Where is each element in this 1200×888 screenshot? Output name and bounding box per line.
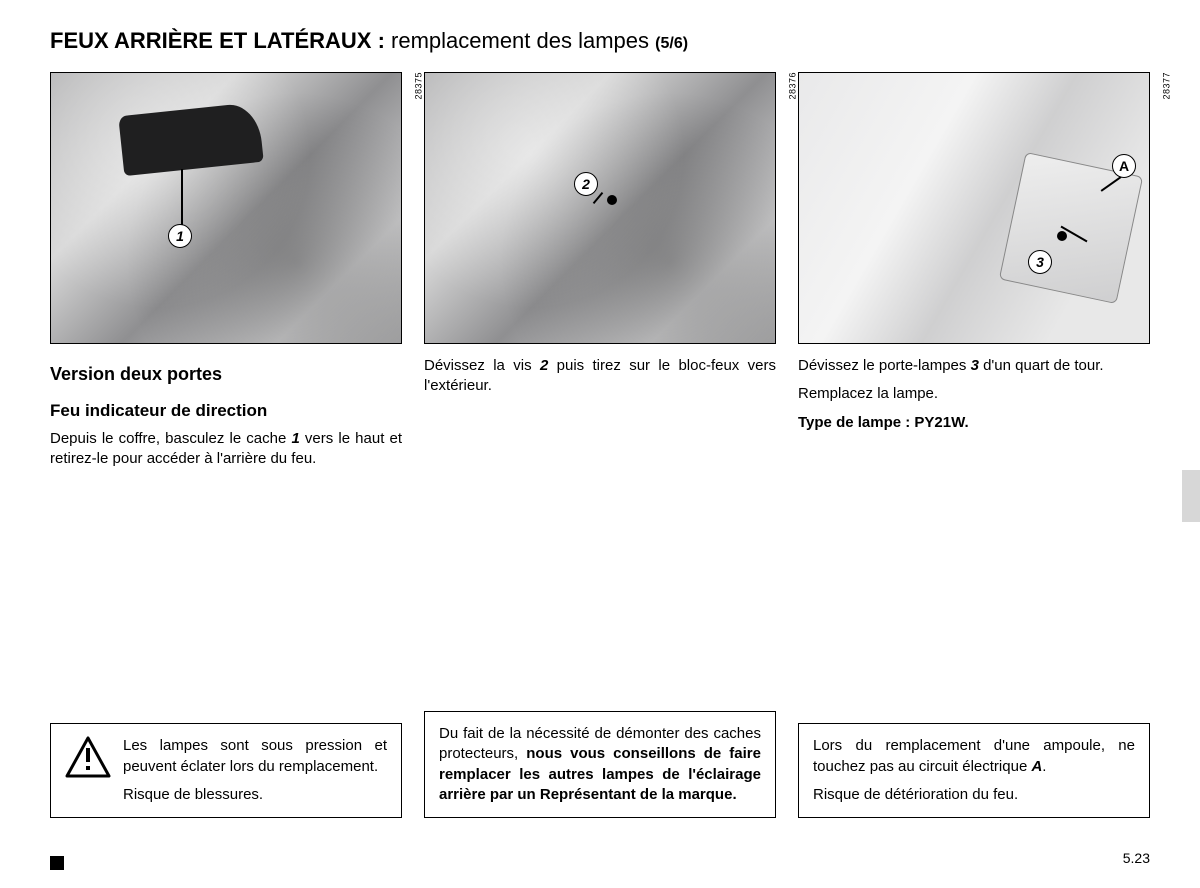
caution-ref: A bbox=[1031, 758, 1042, 775]
col3-p3: Type de lampe : PY21W. bbox=[798, 413, 1150, 433]
column-3: A 3 28377 Dévissez le porte-lampes 3 d'u… bbox=[798, 72, 1150, 478]
callout-3-label: 3 bbox=[1036, 254, 1044, 270]
warning-text: Les lampes sont sous pression et peuvent… bbox=[123, 736, 387, 805]
callout-2-label: 2 bbox=[582, 176, 590, 192]
figure-2-ref: 28376 bbox=[788, 72, 798, 100]
footer-mark bbox=[50, 856, 64, 870]
callout-1-label: 1 bbox=[176, 228, 184, 244]
manual-page: FEUX ARRIÈRE ET LATÉRAUX : remplacement … bbox=[0, 0, 1200, 478]
col1-p1a: Depuis le coffre, basculez le cache bbox=[50, 430, 291, 447]
caution-t1: Lors du remplacement d'une ampoule, ne t… bbox=[813, 737, 1135, 774]
col3-p1a: Dévissez le porte-lampes bbox=[798, 357, 971, 374]
col1-h2: Feu indicateur de direction bbox=[50, 400, 402, 423]
caution-line2: Risque de détérioration du feu. bbox=[813, 785, 1135, 805]
col3-p2: Remplacez la lampe. bbox=[798, 384, 1150, 404]
col1-p1-ref: 1 bbox=[291, 430, 299, 447]
title-main: FEUX ARRIÈRE ET LATÉRAUX : bbox=[50, 28, 385, 53]
col2-text: Dévissez la vis 2 puis tirez sur le bloc… bbox=[424, 356, 776, 405]
callout-3: 3 bbox=[1028, 250, 1052, 274]
warn-line1: Les lampes sont sous pression et peuvent… bbox=[123, 736, 387, 777]
col1-p1: Depuis le coffre, basculez le cache 1 ve… bbox=[50, 429, 402, 470]
figure-2-wrap: 2 28376 bbox=[424, 72, 776, 344]
callout-A: A bbox=[1112, 154, 1136, 178]
columns: 1 28375 Version deux portes Feu indicate… bbox=[50, 72, 1150, 478]
figure-1-ref: 28375 bbox=[414, 72, 424, 100]
advice-box: Du fait de la nécessité de démonter des … bbox=[424, 711, 776, 818]
section-tab bbox=[1182, 470, 1200, 522]
column-2: 2 28376 Dévissez la vis 2 puis tirez sur… bbox=[424, 72, 776, 478]
callout-1: 1 bbox=[168, 224, 192, 248]
caution-t1-end: . bbox=[1042, 758, 1046, 775]
figure-2 bbox=[424, 72, 776, 344]
warning-icon bbox=[65, 736, 111, 778]
column-1: 1 28375 Version deux portes Feu indicate… bbox=[50, 72, 402, 478]
caution-line1: Lors du remplacement d'une ampoule, ne t… bbox=[813, 736, 1135, 777]
col3-p1: Dévissez le porte-lampes 3 d'un quart de… bbox=[798, 356, 1150, 376]
callout-A-label: A bbox=[1119, 158, 1129, 174]
col2-p1a: Dévissez la vis bbox=[424, 357, 540, 374]
figure-3 bbox=[798, 72, 1150, 344]
figure-1-wrap: 1 28375 bbox=[50, 72, 402, 344]
callout-2: 2 bbox=[574, 172, 598, 196]
col1-h1: Version deux portes bbox=[50, 362, 402, 386]
figure-3-wrap: A 3 28377 bbox=[798, 72, 1150, 344]
title-sub: remplacement des lampes bbox=[385, 28, 655, 53]
warning-box: Les lampes sont sous pression et peuvent… bbox=[50, 723, 402, 818]
col2-p1: Dévissez la vis 2 puis tirez sur le bloc… bbox=[424, 356, 776, 397]
figure-3-ref: 28377 bbox=[1162, 72, 1172, 100]
title-part: (5/6) bbox=[655, 35, 688, 52]
col3-p1-ref: 3 bbox=[971, 357, 979, 374]
page-title: FEUX ARRIÈRE ET LATÉRAUX : remplacement … bbox=[50, 28, 1150, 54]
warn-line2: Risque de blessures. bbox=[123, 785, 387, 805]
page-number: 5.23 bbox=[1123, 850, 1150, 866]
col1-text: Version deux portes Feu indicateur de di… bbox=[50, 356, 402, 478]
figure-1 bbox=[50, 72, 402, 344]
caution-box: Lors du remplacement d'une ampoule, ne t… bbox=[798, 723, 1150, 818]
col3-text: Dévissez le porte-lampes 3 d'un quart de… bbox=[798, 356, 1150, 441]
col3-p1b: d'un quart de tour. bbox=[979, 357, 1104, 374]
